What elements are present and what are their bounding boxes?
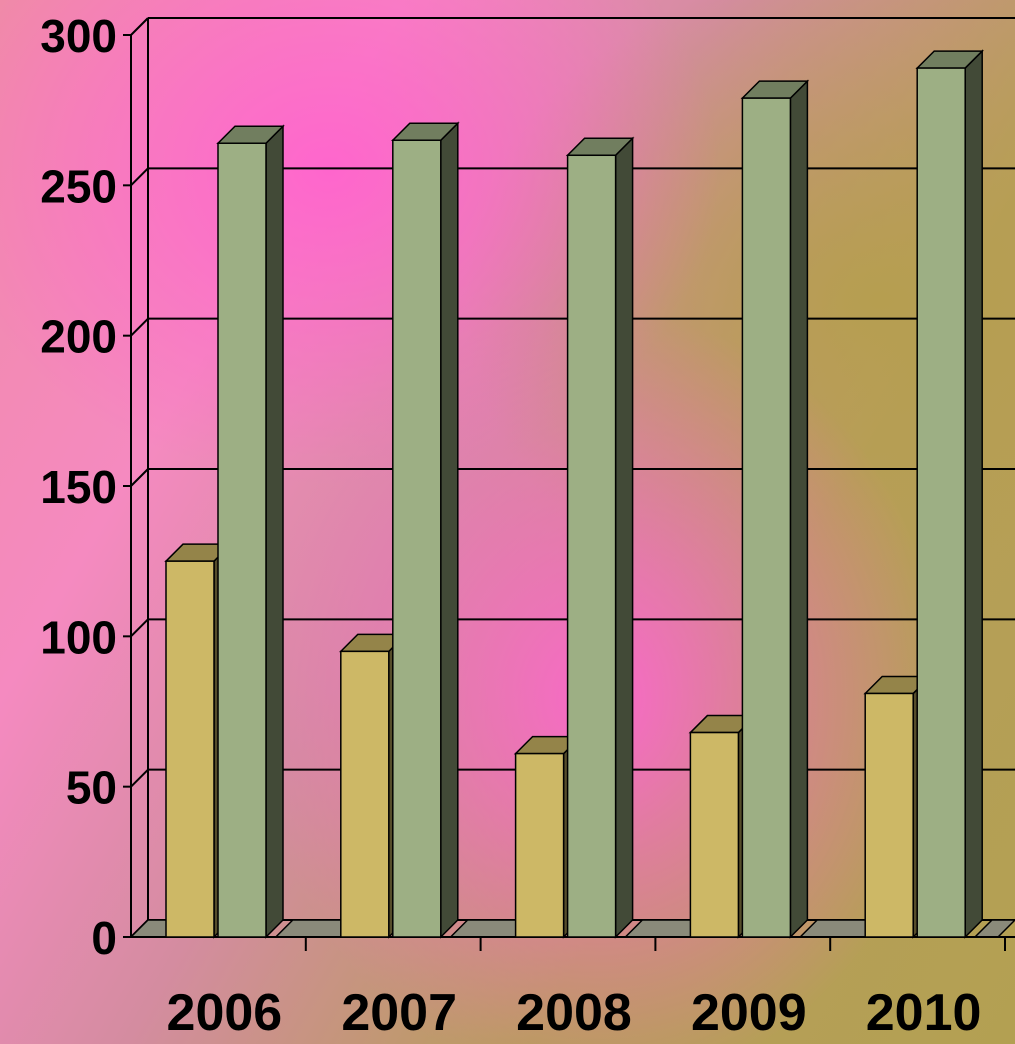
bar-side — [964, 49, 983, 939]
bar-front — [741, 97, 792, 938]
bar-front — [392, 139, 442, 938]
bar-side — [789, 79, 809, 939]
x-tick-label: 2009 — [691, 984, 807, 1042]
x-tick-label: 2007 — [341, 984, 457, 1042]
bar-front — [864, 692, 914, 938]
gridline-depth — [130, 768, 149, 788]
bar-front — [165, 560, 215, 938]
bar-front — [689, 731, 740, 938]
bar-side — [614, 136, 634, 939]
bar-side — [265, 124, 284, 939]
axes — [123, 18, 1015, 951]
y-tick-label: 50 — [66, 762, 117, 814]
floor-segment — [973, 919, 1015, 938]
gridline-depth — [130, 468, 149, 487]
gridline-depth — [130, 317, 149, 337]
bar-front — [514, 752, 565, 938]
bar-front — [916, 67, 966, 938]
bar — [216, 124, 285, 939]
bar — [915, 49, 985, 939]
bar-front — [566, 154, 617, 938]
y-tick-label: 200 — [40, 311, 117, 363]
bar — [390, 121, 460, 939]
y-tick-label: 0 — [91, 912, 117, 964]
gridline-depth — [130, 17, 149, 36]
bar-side — [440, 121, 459, 939]
y-tick-label: 150 — [40, 461, 117, 513]
x-tick-label: 2008 — [516, 984, 632, 1042]
y-tick-label: 100 — [40, 611, 117, 663]
x-tick-labels: 2006 2007 2008 2009 2010 — [167, 984, 982, 1042]
bar — [740, 79, 810, 939]
x-tick-label: 2006 — [167, 984, 283, 1042]
bars — [164, 49, 985, 939]
x-tick-label: 2010 — [866, 984, 982, 1042]
y-tick-labels: 0 50 100 150 200 250 300 — [40, 10, 117, 964]
bar — [565, 136, 635, 939]
gridline-depth — [130, 167, 149, 187]
gridline-depth — [130, 618, 149, 638]
y-tick-label: 300 — [40, 10, 117, 62]
y-tick-label: 250 — [40, 160, 117, 212]
bar-front — [340, 650, 390, 938]
bar-front — [217, 142, 267, 938]
